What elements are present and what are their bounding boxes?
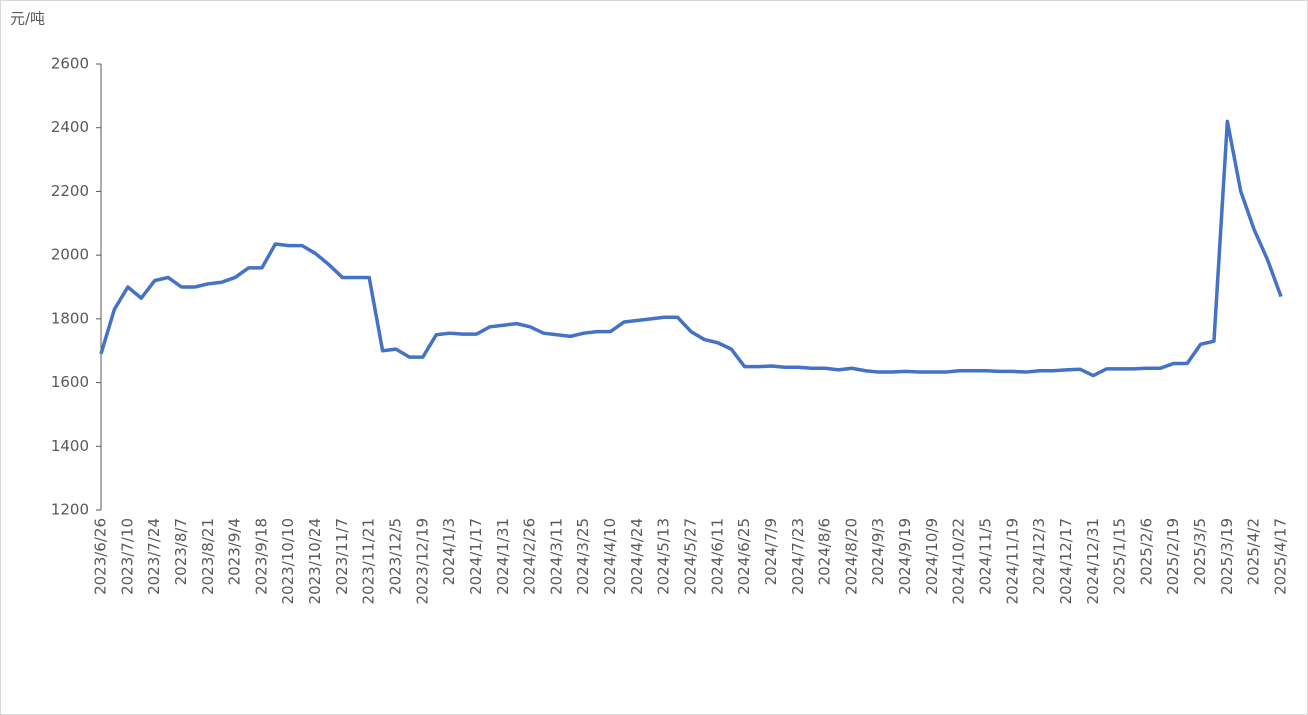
x-tick-label: 2023/9/4	[226, 518, 244, 585]
x-tick-label: 2025/3/19	[1218, 518, 1236, 595]
y-axis-unit: 元/吨	[10, 10, 45, 28]
x-tick-label: 2024/4/24	[628, 518, 646, 595]
x-tick-label: 2024/10/22	[950, 518, 968, 604]
x-tick-label: 2024/5/27	[682, 518, 700, 595]
x-tick-label: 2023/7/10	[118, 518, 136, 595]
x-tick-label: 2024/7/9	[762, 518, 780, 585]
x-tick-label: 2025/1/15	[1111, 518, 1129, 595]
x-tick-label: 2024/1/3	[440, 518, 458, 585]
x-tick-label: 2024/6/11	[708, 518, 726, 595]
x-tick-label: 2024/2/26	[521, 518, 539, 595]
price-line	[99, 119, 1283, 378]
x-tick-label: 2024/3/25	[574, 518, 592, 595]
x-tick-label: 2024/4/10	[601, 518, 619, 595]
x-tick-label: 2023/11/7	[333, 518, 351, 595]
x-tick-label: 2024/3/11	[547, 518, 565, 595]
y-tick-label: 2000	[51, 246, 89, 264]
x-tick-label: 2023/8/7	[172, 518, 190, 585]
x-tick-label: 2023/11/21	[360, 518, 378, 604]
x-tick-label: 2024/9/3	[869, 518, 887, 585]
x-tick-label: 2024/10/9	[923, 518, 941, 595]
x-tick-label: 2024/1/17	[467, 518, 485, 595]
y-tick-label: 2200	[51, 182, 89, 200]
x-tick-label: 2024/8/20	[842, 518, 860, 595]
y-tick-label: 2400	[51, 118, 89, 136]
x-tick-label: 2024/7/23	[789, 518, 807, 595]
y-tick-label: 1400	[51, 437, 89, 455]
x-tick-label: 2025/3/5	[1191, 518, 1209, 585]
x-tick-label: 2023/9/18	[252, 518, 270, 595]
x-tick-label: 2024/12/17	[1057, 518, 1075, 604]
x-tick-label: 2023/10/10	[279, 518, 297, 604]
y-tick-label: 1200	[51, 501, 89, 519]
x-tick-label: 2024/1/31	[494, 518, 512, 595]
x-tick-label: 2024/11/5	[977, 518, 995, 595]
x-tick-label: 2024/12/31	[1084, 518, 1102, 604]
x-tick-label: 2023/6/26	[92, 518, 110, 595]
x-tick-label: 2023/8/21	[199, 518, 217, 595]
x-tick-label: 2023/10/24	[306, 518, 324, 604]
x-tick-label: 2024/12/3	[1030, 518, 1048, 595]
x-tick-label: 2024/11/19	[1003, 518, 1021, 604]
y-tick-label: 1600	[51, 373, 89, 391]
x-tick-label: 2025/2/6	[1137, 518, 1155, 585]
x-tick-label: 2024/9/19	[896, 518, 914, 595]
x-tick-label: 2023/12/5	[387, 518, 405, 595]
x-tick-label: 2025/2/19	[1164, 518, 1182, 595]
x-tick-label: 2024/6/25	[735, 518, 753, 595]
x-tick-label: 2023/12/19	[413, 518, 431, 604]
x-tick-label: 2025/4/17	[1272, 518, 1290, 595]
x-tick-label: 2025/4/2	[1245, 518, 1263, 585]
x-tick-label: 2024/5/13	[655, 518, 673, 595]
x-tick-label: 2024/8/6	[816, 518, 834, 585]
x-tick-label: 2023/7/24	[145, 518, 163, 595]
y-tick-label: 2600	[51, 55, 89, 73]
y-tick-label: 1800	[51, 309, 89, 327]
